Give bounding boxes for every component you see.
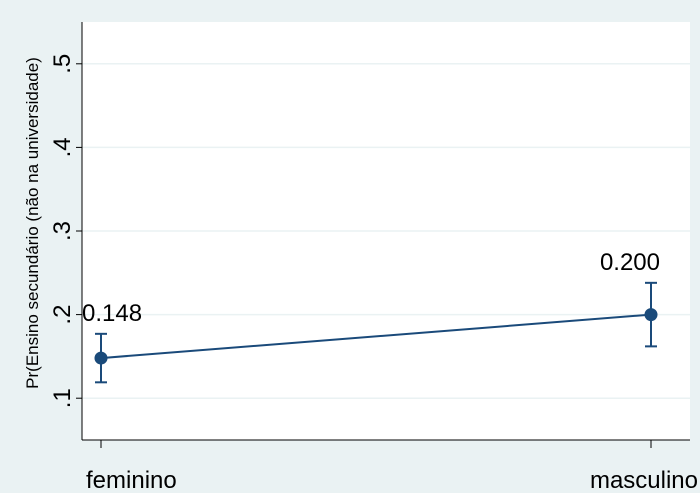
data-point: [644, 308, 658, 322]
data-label: 0.148: [82, 300, 142, 327]
x-tick-label-feminino: feminino: [86, 467, 177, 493]
y-tick-label: .3: [49, 221, 76, 241]
series-line: [100, 313, 652, 360]
x-tick-label-masculino: masculino: [590, 467, 698, 493]
y-tick-label: .2: [49, 305, 76, 325]
series: 0.148 0.200: [82, 249, 660, 384]
data-label: 0.200: [600, 249, 660, 276]
y-tick-label: .4: [49, 137, 76, 157]
y-axis-title: Pr(Ensino secundário (não na universidad…: [23, 57, 42, 389]
x-ticks: feminino masculino: [86, 440, 698, 493]
y-ticks: .1 .2 .3 .4 .5: [49, 54, 82, 408]
y-tick-label: .5: [49, 54, 76, 74]
grid-lines: [82, 63, 690, 399]
data-point: [94, 351, 108, 365]
y-tick-label: .1: [49, 388, 76, 408]
